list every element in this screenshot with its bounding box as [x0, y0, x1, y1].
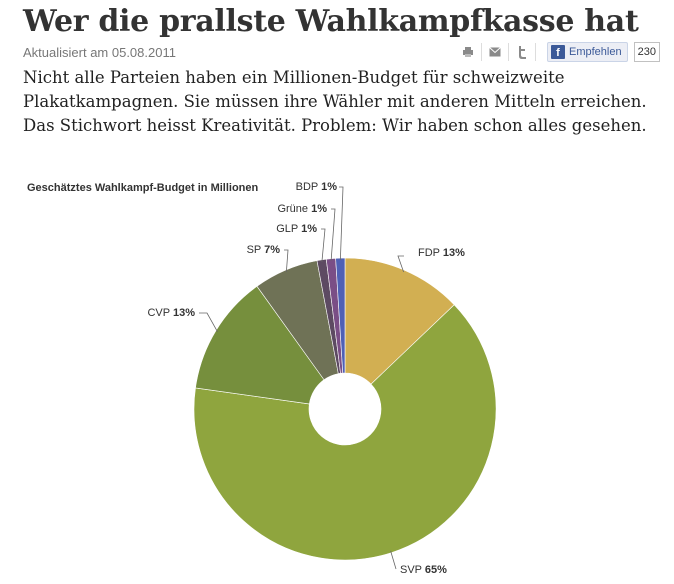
slice-value: 7%	[264, 244, 280, 256]
updated-date: Aktualisiert am 05.08.2011	[23, 45, 176, 60]
chart-title: Geschätztes Wahlkampf-Budget in Millione…	[27, 182, 259, 194]
share-toolbar: f Empfehlen 230	[458, 41, 660, 63]
slice-value: 1%	[321, 181, 337, 193]
article-title: Wer die prallste Wahlkampfkasse hat	[23, 4, 639, 39]
facebook-icon: f	[551, 45, 565, 59]
toolbar-divider	[535, 43, 536, 61]
leader-line-bdp	[339, 186, 344, 261]
slice-label-glp: GLP 1%	[276, 223, 317, 235]
facebook-like-label: Empfehlen	[569, 46, 622, 58]
slice-label-gruene: Grüne 1%	[277, 203, 327, 215]
leader-line-gruene	[330, 208, 336, 261]
slice-name: SP	[247, 244, 265, 256]
toolbar-divider	[508, 43, 509, 61]
twitter-icon[interactable]	[512, 42, 532, 62]
slice-value: 13%	[173, 307, 195, 319]
slice-label-svp: SVP 65%	[400, 564, 447, 576]
leader-line-fdp	[397, 255, 404, 273]
slice-name: Grüne	[277, 203, 311, 215]
slice-label-cvp: CVP 13%	[147, 307, 195, 319]
slice-label-bdp: BDP 1%	[296, 181, 338, 193]
intro-line: Nicht alle Parteien haben ein Millionen-…	[23, 68, 565, 87]
slice-name: BDP	[296, 181, 321, 193]
pie-slice-cvp[interactable]	[195, 285, 325, 405]
slice-value: 13%	[443, 247, 465, 259]
pie-slice-svp[interactable]	[193, 304, 497, 561]
slice-label-fdp: FDP 13%	[418, 247, 465, 259]
slice-value: 1%	[311, 203, 327, 215]
slice-name: FDP	[418, 247, 443, 259]
pie-slice-bdp[interactable]	[335, 257, 346, 374]
intro-line: Das Stichwort heisst Kreativität. Proble…	[23, 116, 647, 135]
facebook-like-button[interactable]: f Empfehlen	[547, 42, 628, 62]
slice-label-sp: SP 7%	[247, 244, 281, 256]
leader-line-sp	[284, 249, 289, 273]
leader-line-glp	[321, 228, 326, 262]
printer-icon[interactable]	[458, 42, 478, 62]
slice-value: 1%	[301, 223, 317, 235]
intro-line: Plakatkampagnen. Sie müssen ihre Wähler …	[23, 92, 647, 111]
slice-name: CVP	[147, 307, 172, 319]
leader-line-cvp	[199, 312, 218, 333]
mail-icon[interactable]	[485, 42, 505, 62]
slice-name: SVP	[400, 564, 425, 576]
toolbar-divider	[481, 43, 482, 61]
leader-line-svp	[390, 550, 397, 570]
pie-slice-fdp[interactable]	[344, 257, 455, 385]
slice-name: GLP	[276, 223, 301, 235]
slice-value: 65%	[425, 564, 447, 576]
facebook-like-count: 230	[633, 42, 660, 62]
article-intro: Nicht alle Parteien haben ein Millionen-…	[23, 66, 663, 138]
